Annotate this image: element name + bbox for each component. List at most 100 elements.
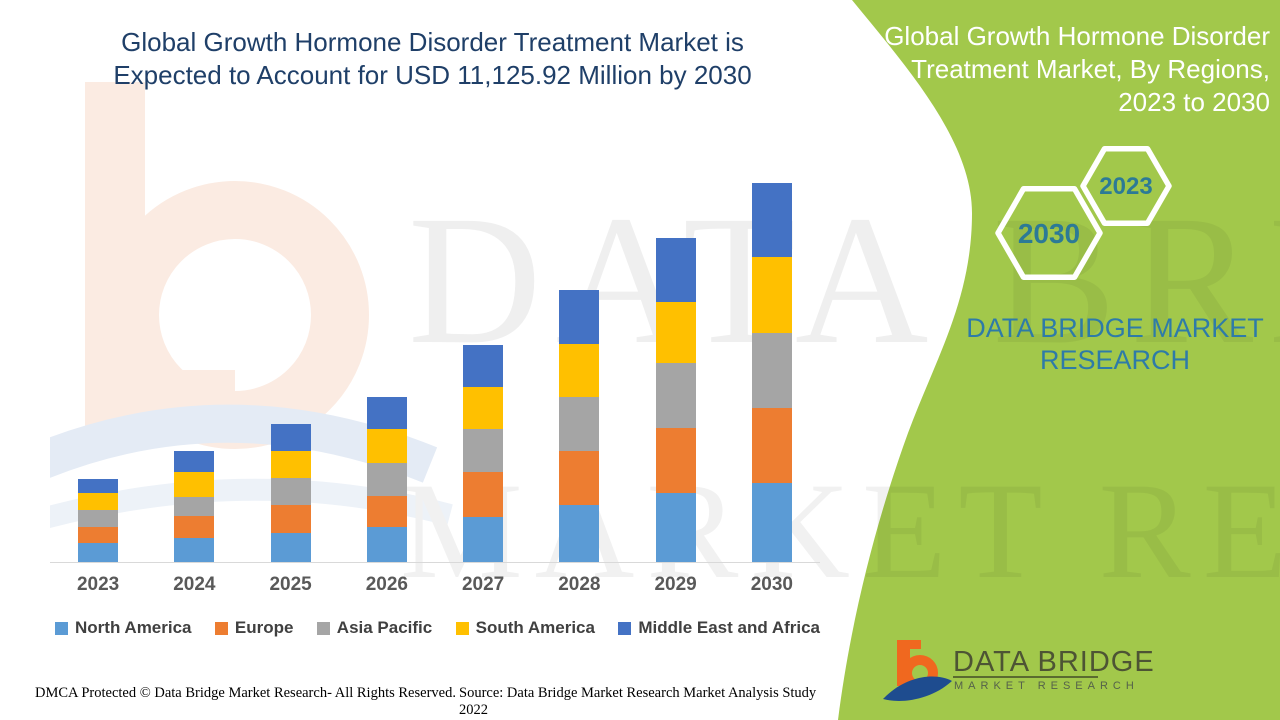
bar-segment-asia-pacific-2027: [463, 429, 504, 472]
legend-label-middle-east-and-africa: Middle East and Africa: [638, 618, 820, 637]
logo-name: DATA BRIDGE: [953, 646, 1155, 678]
legend-marker-north-america: [55, 621, 68, 635]
bar-segment-europe-2028: [559, 451, 600, 506]
bar-segment-south-america-2029: [655, 302, 696, 363]
logo-underline: [953, 676, 1098, 678]
legend-item-asia-pacific: Asia Pacific: [316, 618, 433, 638]
legend-label-europe: Europe: [234, 618, 294, 637]
legend-item-middle-east-and-africa: Middle East and Africa: [618, 618, 820, 638]
bar-segment-middle-east-and-africa-2029: [655, 238, 696, 302]
legend-marker-europe: [214, 621, 228, 635]
panel-title-line2: Treatment Market, By Regions,: [911, 54, 1270, 84]
x-axis-label-2023: 2023: [76, 574, 120, 595]
bar-segment-europe-2030: [751, 408, 792, 484]
page-title-line1: Global Growth Hormone Disorder Treatment…: [121, 27, 744, 57]
bar-segment-north-america-2029: [655, 493, 696, 562]
bar-column-2024: [146, 150, 242, 562]
legend-marker-middle-east-and-africa: [618, 621, 632, 635]
x-axis-label-2024: 2024: [173, 574, 216, 595]
page-title-line2: Expected to Account for USD 11,125.92 Mi…: [113, 60, 752, 90]
x-axis-label-2030: 2030: [750, 574, 794, 595]
bar-segment-asia-pacific-2026: [366, 463, 407, 497]
bar-segment-middle-east-and-africa-2026: [366, 397, 407, 430]
bar-segment-middle-east-and-africa-2027: [463, 345, 504, 388]
x-axis-label-2029: 2029: [654, 574, 697, 595]
bar-segment-middle-east-and-africa-2023: [78, 479, 119, 493]
legend-label-asia-pacific: Asia Pacific: [336, 618, 433, 637]
x-axis-label-2025: 2025: [269, 574, 312, 595]
bar-segment-south-america-2025: [270, 451, 311, 479]
bar-segment-europe-2024: [174, 515, 215, 538]
bar-segment-south-america-2024: [174, 471, 215, 497]
legend-item-north-america: North America: [55, 618, 192, 638]
x-axis-label-2026: 2026: [365, 574, 409, 595]
bar-stack-2028: [559, 290, 600, 562]
bar-segment-asia-pacific-2025: [270, 478, 311, 506]
bar-segment-middle-east-and-africa-2024: [174, 451, 215, 472]
hexagon-end-year: 2030: [1017, 218, 1081, 249]
databridge-logo-icon: [883, 636, 953, 708]
hexagons-icon: [980, 140, 1200, 300]
bar-segment-asia-pacific-2028: [559, 397, 600, 452]
panel-title: Global Growth Hormone Disorder Treatment…: [870, 20, 1270, 119]
bar-segment-north-america-2030: [751, 483, 792, 562]
x-axis-labels: 2023 2024 2025 2026 2027 2028 2029 2030: [50, 574, 820, 596]
bar-plot: [50, 150, 820, 562]
legend-marker-asia-pacific: [316, 621, 330, 635]
legend-item-south-america: South America: [455, 618, 595, 638]
bar-segment-south-america-2026: [366, 429, 407, 464]
bar-segment-asia-pacific-2024: [174, 496, 215, 516]
bar-segment-asia-pacific-2029: [655, 363, 696, 428]
bar-segment-south-america-2030: [751, 257, 792, 334]
page-title: Global Growth Hormone Disorder Treatment…: [0, 26, 865, 92]
footer: DMCA Protected © Data Bridge Market Rese…: [0, 683, 840, 718]
bar-segment-middle-east-and-africa-2028: [559, 290, 600, 345]
bar-column-2025: [243, 150, 339, 562]
legend-label-north-america: North America: [75, 618, 192, 637]
bar-segment-europe-2023: [78, 527, 119, 543]
bar-segment-north-america-2025: [270, 533, 311, 562]
brand-name: DATA BRIDGE MARKET RESEARCH: [955, 312, 1275, 376]
bar-stack-2026: [366, 397, 407, 562]
bar-column-2023: [50, 150, 146, 562]
bar-stack-2030: [751, 183, 792, 562]
brand-name-line2: RESEARCH: [1039, 345, 1191, 375]
bar-segment-north-america-2024: [174, 537, 215, 562]
bar-segment-middle-east-and-africa-2030: [751, 183, 792, 258]
bar-stack-2023: [78, 479, 119, 562]
source-notice: Source: Data Bridge Market Research Mark…: [459, 685, 817, 718]
bar-segment-north-america-2023: [78, 543, 119, 562]
x-axis-label-2028: 2028: [558, 574, 601, 595]
bar-segment-europe-2029: [655, 428, 696, 493]
bar-segment-south-america-2028: [559, 344, 600, 398]
bar-stack-2024: [174, 451, 215, 562]
bar-segment-north-america-2026: [366, 527, 407, 562]
bar-segment-north-america-2028: [559, 505, 600, 562]
brand-name-line1: DATA BRIDGE MARKET: [966, 313, 1264, 343]
hexagon-start-year: 2023: [1099, 173, 1153, 200]
bar-segment-south-america-2023: [78, 493, 119, 510]
bar-segment-south-america-2027: [463, 387, 504, 430]
panel-title-line3: 2023 to 2030: [1118, 87, 1270, 117]
bar-segment-north-america-2027: [463, 517, 504, 562]
logo-tagline: MARKET RESEARCH: [954, 680, 1139, 692]
legend-label-south-america: South America: [475, 618, 595, 637]
bar-segment-asia-pacific-2030: [751, 333, 792, 409]
dmca-notice: DMCA Protected © Data Bridge Market Rese…: [35, 685, 456, 701]
bar-stack-2029: [655, 238, 696, 562]
bar-column-2026: [339, 150, 435, 562]
bar-column-2027: [435, 150, 531, 562]
bar-column-2030: [724, 150, 820, 562]
bar-segment-middle-east-and-africa-2025: [270, 424, 311, 452]
bar-column-2029: [628, 150, 724, 562]
bar-column-2028: [531, 150, 627, 562]
bar-segment-asia-pacific-2023: [78, 510, 119, 527]
bar-segment-europe-2025: [270, 505, 311, 534]
bar-stack-2027: [463, 345, 504, 562]
legend-item-europe: Europe: [214, 618, 294, 638]
legend-marker-south-america: [455, 621, 469, 635]
legend: North America Europe Asia Pacific South Ame…: [55, 618, 820, 638]
